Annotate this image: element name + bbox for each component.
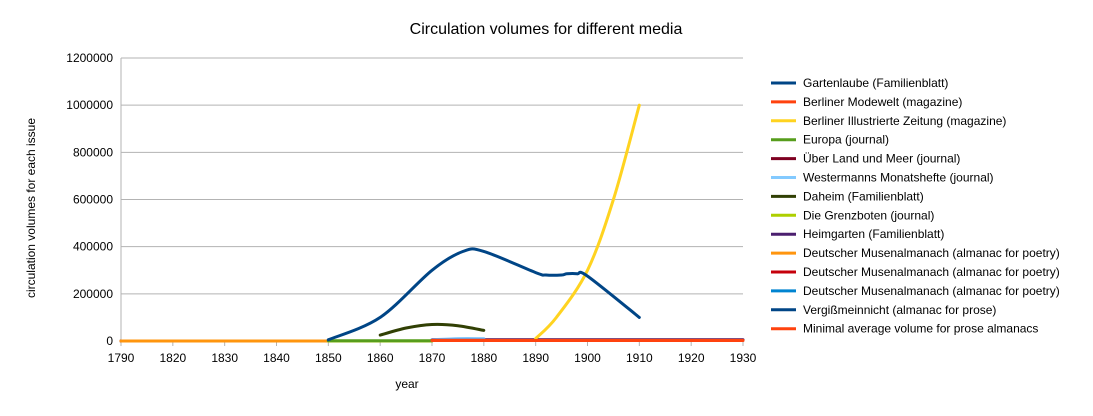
series-lines xyxy=(119,103,745,343)
legend-entry-label: Die Grenzboten (journal) xyxy=(803,208,934,222)
series-line-6 xyxy=(378,322,486,337)
chart-title: Circulation volumes for different media xyxy=(410,21,683,38)
legend-entry-label: Westermanns Monatshefte (journal) xyxy=(803,171,994,185)
legend-entry-label: Über Land und Meer (journal) xyxy=(803,152,960,166)
legend-entry-label: Deutscher Musenalmanach (almanac for poe… xyxy=(803,265,1060,279)
legend-entry-label: Gartenlaube (Familienblatt) xyxy=(803,76,948,90)
x-tick-label: 1870 xyxy=(419,351,446,365)
x-axis-label: year xyxy=(395,377,418,391)
y-tick-label: 1000000 xyxy=(66,98,113,112)
y-tick-label: 400000 xyxy=(73,240,113,254)
legend: Gartenlaube (Familienblatt) Berliner Mode… xyxy=(771,76,1060,336)
x-tick-label: 1830 xyxy=(211,351,238,365)
x-tick-label: 1850 xyxy=(315,351,342,365)
x-tick-label: 1790 xyxy=(108,351,135,365)
legend-entry-label: Europa (journal) xyxy=(803,133,889,147)
legend-entry-label: Minimal average volume for prose almanac… xyxy=(803,322,1038,336)
legend-entry-label: Berliner Modewelt (magazine) xyxy=(803,95,962,109)
y-axis-label: circulation volumes for each issue xyxy=(24,118,38,298)
grid-lines xyxy=(121,57,743,342)
x-tick-label: 1910 xyxy=(626,351,653,365)
y-tick-label: 200000 xyxy=(73,287,113,301)
x-tick-labels: 1790 1820 1830 1840 1850 1860 1870 1880 1890 1900… xyxy=(108,351,757,365)
x-tick-label: 1900 xyxy=(574,351,601,365)
y-tick-labels: 0 200000 400000 600000 800000 1000000 1200000 xyxy=(66,51,113,348)
y-tick-label: 0 xyxy=(106,334,113,348)
x-tick-label: 1840 xyxy=(263,351,290,365)
series-line-0 xyxy=(326,247,641,342)
x-tick-label: 1880 xyxy=(470,351,497,365)
legend-entry-label: Deutscher Musenalmanach (almanac for poe… xyxy=(803,246,1060,260)
series-line-2 xyxy=(534,103,641,341)
legend-entry-label: Daheim (Familienblatt) xyxy=(803,189,924,203)
x-tick-label: 1920 xyxy=(678,351,705,365)
legend-entry-label: Berliner Illustrierte Zeitung (magazine) xyxy=(803,114,1006,128)
legend-entry-label: Heimgarten (Familienblatt) xyxy=(803,227,944,241)
legend-entry-label: Vergißmeinnicht (almanac for prose) xyxy=(803,303,996,317)
y-tick-label: 1200000 xyxy=(66,51,113,65)
x-tick-label: 1930 xyxy=(730,351,757,365)
x-tick-label: 1860 xyxy=(367,351,394,365)
axes xyxy=(120,58,744,346)
x-tick-label: 1820 xyxy=(159,351,186,365)
legend-entry-label: Deutscher Musenalmanach (almanac for poe… xyxy=(803,284,1060,298)
y-tick-label: 800000 xyxy=(73,145,113,159)
y-tick-label: 600000 xyxy=(73,193,113,207)
x-tick-label: 1890 xyxy=(522,351,549,365)
